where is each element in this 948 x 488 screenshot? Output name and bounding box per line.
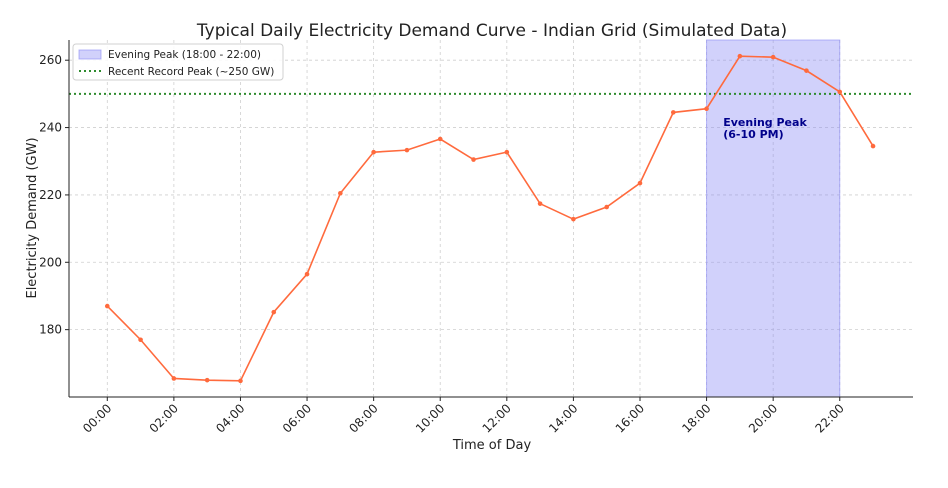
data-point (571, 216, 576, 222)
data-point (171, 376, 177, 381)
y-axis-label: Electricity Demand (GW) (25, 137, 40, 298)
x-tick-label: 04:00 (213, 401, 247, 435)
x-axis-ticks: 00:00 02:00 04:00 06:00 08:00 10:00 12:00 14:00… (80, 397, 847, 436)
x-tick-label: 06:00 (280, 401, 314, 435)
data-point (437, 136, 443, 142)
data-point (404, 147, 410, 153)
axes (68, 40, 913, 398)
data-point (804, 68, 809, 73)
data-point (837, 89, 843, 95)
y-axis-ticks: 180 200 220 240 260 (39, 53, 69, 337)
data-point (670, 110, 676, 115)
data-point (704, 106, 709, 112)
y-tick-label: 260 (39, 53, 62, 67)
x-tick-label: 14:00 (546, 401, 580, 435)
legend-label-evening-peak: Evening Peak (18:00 - 22:00) (108, 49, 261, 61)
data-point (371, 149, 376, 155)
legend-label-record-peak: Recent Record Peak (~250 GW) (108, 66, 274, 78)
data-point (504, 149, 510, 155)
data-point (604, 204, 609, 210)
legend-box (72, 43, 284, 81)
chart-title: Typical Daily Electricity Demand Curve -… (196, 21, 787, 41)
x-tick-label: 22:00 (813, 401, 847, 435)
x-tick-label: 18:00 (679, 401, 713, 435)
evening-peak-band (706, 39, 841, 398)
demand-line (106, 55, 874, 382)
data-point (104, 303, 110, 309)
y-tick-label: 240 (39, 121, 62, 135)
annotation-line: Evening Peak (723, 116, 807, 129)
data-point (204, 377, 210, 383)
data-point (138, 337, 143, 343)
data-point (737, 53, 743, 59)
x-tick-label: 20:00 (746, 401, 780, 435)
data-point (271, 309, 277, 315)
x-tick-label: 00:00 (80, 401, 114, 435)
evening-peak-region (706, 39, 841, 398)
x-tick-label: 10:00 (413, 401, 447, 435)
y-tick-label: 180 (39, 323, 62, 337)
x-tick-label: 02:00 (147, 401, 181, 435)
x-tick-label: 16:00 (613, 401, 647, 435)
legend: Evening Peak (18:00 - 22:00) Recent Recor… (72, 43, 284, 81)
data-point (770, 54, 776, 60)
x-axis-label: Time of Day (452, 438, 532, 453)
data-point (304, 271, 310, 277)
x-tick-label: 08:00 (346, 401, 380, 435)
y-tick-label: 220 (39, 188, 62, 202)
data-point (238, 378, 243, 384)
data-point (870, 143, 876, 149)
demand-series (104, 53, 876, 384)
plot-background (69, 40, 913, 397)
grid-lines (69, 40, 913, 397)
data-point (637, 180, 643, 186)
y-tick-label: 200 (39, 255, 62, 269)
x-tick-label: 12:00 (480, 401, 514, 435)
plot-area (69, 40, 913, 397)
data-point (471, 157, 476, 162)
legend-swatch-evening-peak (78, 49, 102, 60)
annotation-line: (6-10 PM) (723, 128, 783, 141)
data-point (537, 201, 543, 206)
data-point (338, 190, 343, 196)
evening-peak-annotation: Evening Peak(6-10 PM) (723, 116, 807, 141)
